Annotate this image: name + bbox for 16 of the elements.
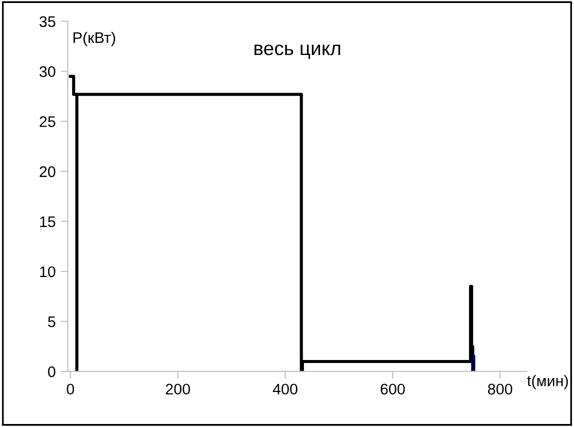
y-tick-label: 0 [48,366,56,378]
y-axis-title: P(кВт) [74,32,116,46]
x-tick-label: 600 [380,384,405,395]
x-axis-title: t(мин) [527,374,568,390]
x-tick-label: 200 [166,384,190,395]
x-tick-label: 400 [272,384,298,395]
y-tick-label: 5 [48,316,56,328]
y-tick-label: 20 [40,166,56,178]
y-tick-label: 15 [40,216,56,228]
y-tick-label: 35 [40,16,56,28]
y-tick-label: 10 [40,266,56,278]
text: весь цикл [254,44,340,59]
y-tick-label: 30 [40,66,56,78]
y-tick-label: 25 [40,116,56,128]
x-tick-label: 0 [66,384,74,395]
x-tick-label: 800 [488,384,512,395]
